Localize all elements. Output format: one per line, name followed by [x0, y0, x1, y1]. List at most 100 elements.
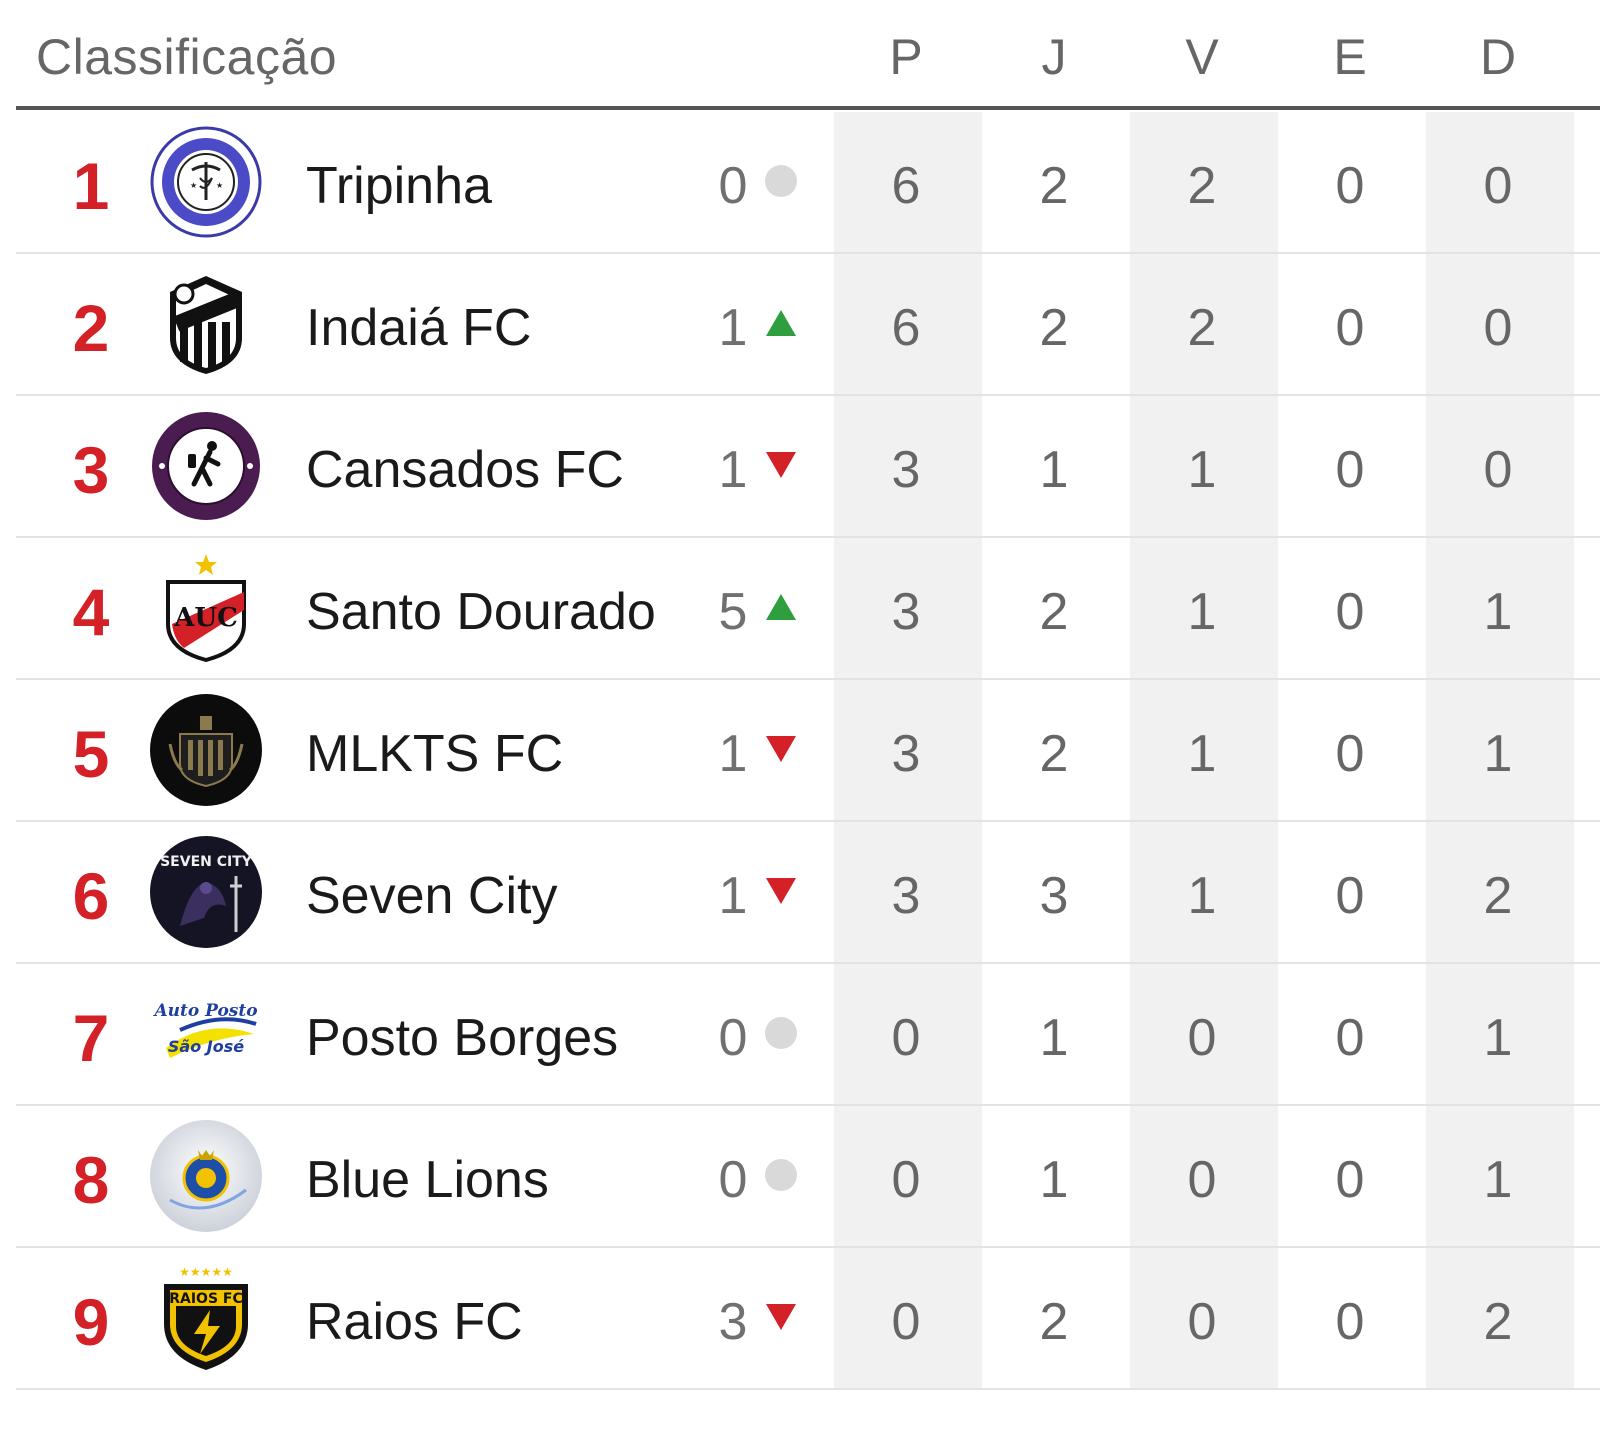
table-row[interactable]: 8 Blue Lions 0 0 1 0 0 1: [16, 1106, 1600, 1248]
column-header-wins[interactable]: V: [1185, 29, 1219, 85]
arrow-down-icon: [764, 874, 798, 908]
points-cell: 0: [891, 1293, 921, 1351]
position-number: 7: [72, 1001, 110, 1075]
column-stripe-d: [1426, 112, 1574, 1390]
table-header: Classificação P J V E D: [16, 0, 1600, 110]
table-title: Classificação: [36, 29, 338, 85]
position-change: 1: [718, 725, 748, 783]
table-row[interactable]: 1 ★ ★ Tripinha 0 6 2 2 0 0: [16, 112, 1600, 254]
wins-cell: 0: [1187, 1293, 1217, 1351]
losses-cell: 2: [1483, 867, 1513, 925]
team-name[interactable]: MLKTS FC: [306, 725, 564, 783]
wins-cell: 1: [1187, 725, 1217, 783]
team-name[interactable]: Cansados FC: [306, 441, 624, 499]
column-header-games[interactable]: J: [1041, 29, 1067, 85]
table-row[interactable]: 6 SEVEN CITY Seven City 1 3 3 1 0 2: [16, 822, 1600, 964]
table-body: 1 ★ ★ Tripinha 0 6 2 2 0 0 2: [16, 112, 1600, 1390]
column-stripe-p: [834, 112, 982, 1390]
wins-cell: 0: [1187, 1151, 1217, 1209]
column-stripe-v: [1130, 112, 1278, 1390]
team-name[interactable]: Raios FC: [306, 1293, 523, 1351]
wins-cell: 2: [1187, 157, 1217, 215]
arrow-up-icon: [764, 590, 798, 624]
draws-cell: 0: [1335, 441, 1365, 499]
games-cell: 2: [1039, 299, 1069, 357]
mlkts-fc-crest-icon: [150, 694, 262, 806]
losses-cell: 1: [1483, 725, 1513, 783]
column-header-losses[interactable]: D: [1479, 29, 1517, 85]
blue-lions-crest-icon: [150, 1120, 262, 1232]
games-cell: 3: [1039, 867, 1069, 925]
team-name[interactable]: Tripinha: [306, 157, 492, 215]
wins-cell: 1: [1187, 441, 1217, 499]
svg-text:★★★★★: ★★★★★: [179, 1265, 233, 1279]
position-change: 5: [718, 583, 748, 641]
position-number: 6: [72, 859, 110, 933]
team-name[interactable]: Blue Lions: [306, 1151, 549, 1209]
draws-cell: 0: [1335, 583, 1365, 641]
svg-text:★: ★: [216, 181, 223, 190]
points-cell: 3: [891, 725, 921, 783]
column-header-draws[interactable]: E: [1333, 29, 1367, 85]
column-header-points[interactable]: P: [889, 29, 923, 85]
posto-borges-crest-icon: Auto Posto São José: [150, 978, 262, 1090]
position-number: 9: [72, 1285, 110, 1359]
points-cell: 3: [891, 441, 921, 499]
arrow-down-icon: [764, 448, 798, 482]
no-change-dot-icon: [764, 164, 798, 198]
games-cell: 2: [1039, 157, 1069, 215]
santo-dourado-crest-icon: AUC: [150, 552, 262, 664]
no-change-dot-icon: [764, 1158, 798, 1192]
draws-cell: 0: [1335, 1293, 1365, 1351]
position-number: 1: [72, 149, 110, 223]
losses-cell: 2: [1483, 1293, 1513, 1351]
team-name[interactable]: Seven City: [306, 867, 558, 925]
wins-cell: 0: [1187, 1009, 1217, 1067]
svg-text:São José: São José: [168, 1037, 244, 1056]
table-row[interactable]: 9 ★★★★★ RAIOS FC Raios FC 3 0 2 0 0 2: [16, 1248, 1600, 1390]
losses-cell: 0: [1483, 157, 1513, 215]
losses-cell: 0: [1483, 299, 1513, 357]
draws-cell: 0: [1335, 1151, 1365, 1209]
svg-text:RAIOS FC: RAIOS FC: [169, 1291, 243, 1307]
indaia-fc-crest-icon: [150, 268, 262, 380]
position-number: 4: [72, 575, 110, 649]
position-change: 3: [718, 1293, 748, 1351]
points-cell: 0: [891, 1151, 921, 1209]
wins-cell: 2: [1187, 299, 1217, 357]
tripinha-crest-icon: ★ ★: [150, 126, 262, 238]
table-row[interactable]: 4 AUC Santo Dourado 5 3 2 1 0 1: [16, 538, 1600, 680]
wins-cell: 1: [1187, 583, 1217, 641]
seven-city-crest-icon: SEVEN CITY: [150, 836, 262, 948]
position-number: 5: [72, 717, 110, 791]
draws-cell: 0: [1335, 867, 1365, 925]
games-cell: 1: [1039, 1151, 1069, 1209]
svg-text:AUC: AUC: [173, 603, 238, 633]
position-change: 0: [718, 1009, 748, 1067]
svg-text:Auto Posto: Auto Posto: [152, 1001, 257, 1021]
games-cell: 1: [1039, 441, 1069, 499]
table-row[interactable]: 5 MLKTS FC 1 3 2 1 0 1: [16, 680, 1600, 822]
points-cell: 0: [891, 1009, 921, 1067]
team-name[interactable]: Indaiá FC: [306, 299, 532, 357]
losses-cell: 1: [1483, 1009, 1513, 1067]
points-cell: 6: [891, 157, 921, 215]
table-row[interactable]: 2 Indaiá FC 1 6 2 2 0 0: [16, 254, 1600, 396]
arrow-up-icon: [764, 306, 798, 340]
points-cell: 3: [891, 583, 921, 641]
draws-cell: 0: [1335, 725, 1365, 783]
svg-text:★: ★: [190, 181, 197, 190]
points-cell: 6: [891, 299, 921, 357]
position-change: 1: [718, 299, 748, 357]
table-row[interactable]: 3 Cansados FC 1 3 1 1 0 0: [16, 396, 1600, 538]
team-name[interactable]: Posto Borges: [306, 1009, 619, 1067]
cansados-fc-crest-icon: [150, 410, 262, 522]
position-change: 0: [718, 157, 748, 215]
table-row[interactable]: 7 Auto Posto São José Posto Borges 0 0 1…: [16, 964, 1600, 1106]
team-name[interactable]: Santo Dourado: [306, 583, 656, 641]
losses-cell: 0: [1483, 441, 1513, 499]
losses-cell: 1: [1483, 583, 1513, 641]
games-cell: 2: [1039, 1293, 1069, 1351]
draws-cell: 0: [1335, 299, 1365, 357]
position-change: 1: [718, 441, 748, 499]
